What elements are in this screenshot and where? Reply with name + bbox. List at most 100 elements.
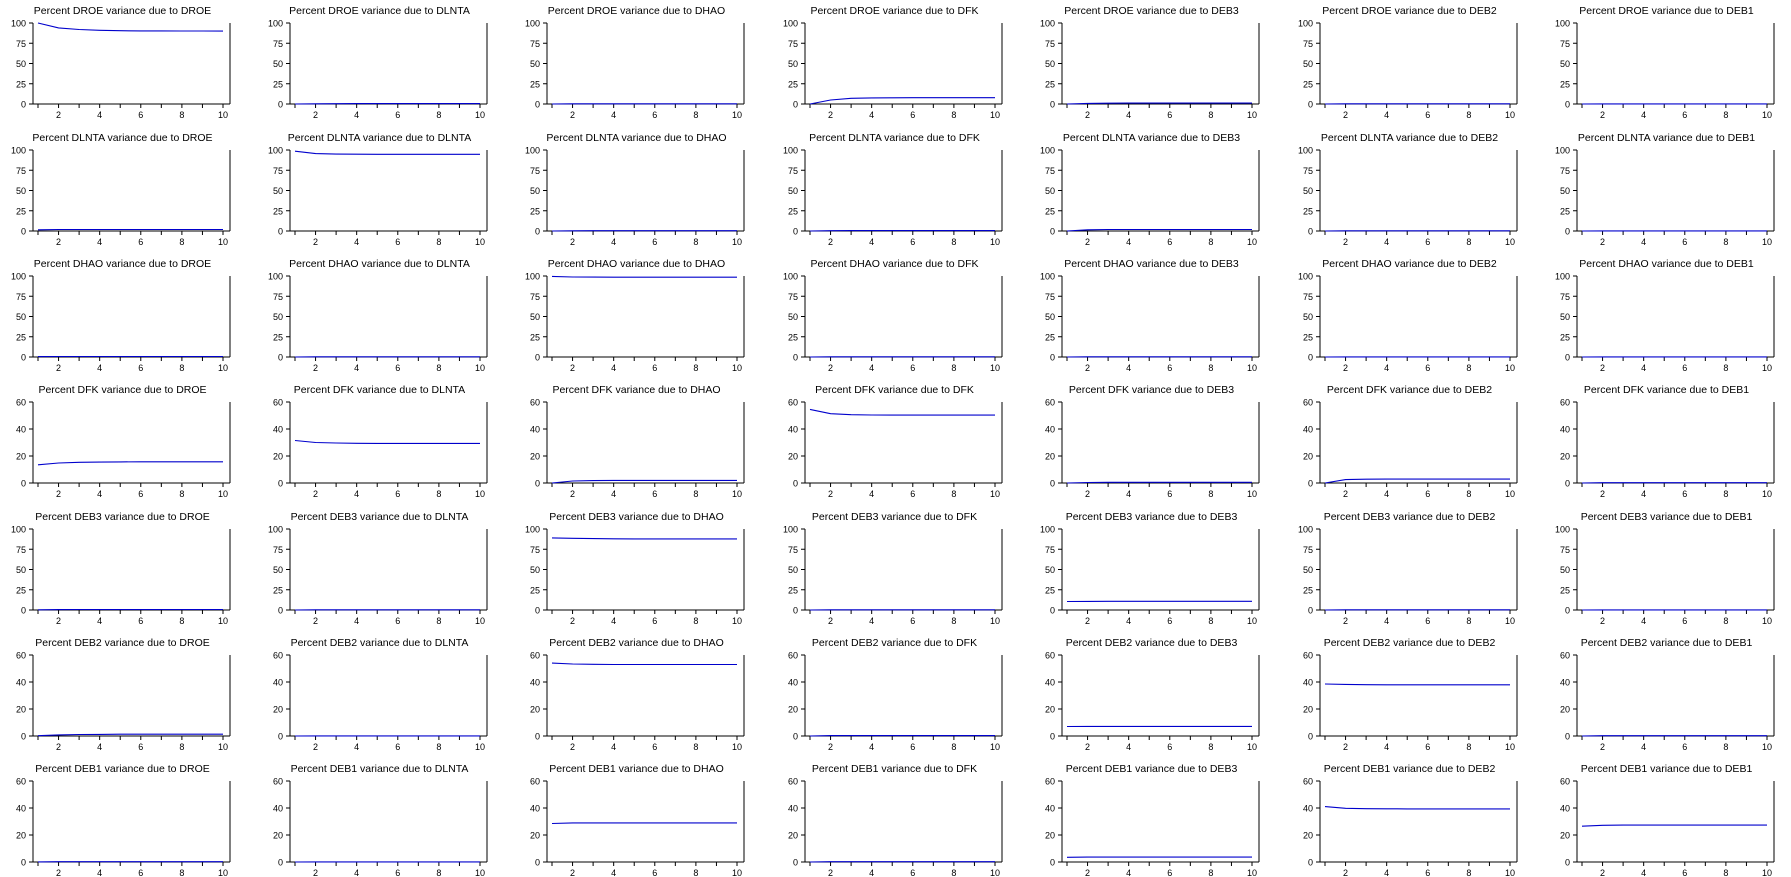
chart-panel: Percent DEB3 variance due to DHAO 0 25 50 75… xyxy=(525,511,745,626)
x-tick-label: 8 xyxy=(436,616,441,626)
y-tick-label: 25 xyxy=(16,585,26,595)
x-tick-label: 10 xyxy=(1247,110,1257,120)
x-tick-label: 4 xyxy=(869,110,874,120)
chart-panel: Percent DEB1 variance due to DEB2 0 20 40 60… xyxy=(1303,763,1518,877)
chart-panel: Percent DROE variance due to DEB1 0 25 50 75… xyxy=(1555,5,1775,120)
y-tick-label: 50 xyxy=(530,186,540,196)
chart-panel: Percent DROE variance due to DROE 0 25 50 75… xyxy=(11,5,231,120)
chart-title: Percent DEB1 variance due to DLNTA xyxy=(291,763,469,775)
x-tick-label: 6 xyxy=(395,110,400,120)
x-tick-label: 6 xyxy=(1682,742,1687,752)
x-tick-label: 2 xyxy=(1600,489,1605,499)
y-tick-label: 75 xyxy=(1303,166,1313,176)
y-tick-label: 0 xyxy=(21,732,26,742)
y-tick-label: 0 xyxy=(1565,606,1570,616)
y-tick-label: 0 xyxy=(1050,227,1055,237)
y-tick-label: 40 xyxy=(16,804,26,814)
chart-panel: Percent DHAO variance due to DHAO 0 25 50 75… xyxy=(525,258,745,373)
x-tick-label: 2 xyxy=(1085,616,1090,626)
chart-panel: Percent DLNTA variance due to DEB1 0 25 50 7… xyxy=(1555,132,1775,247)
chart-panel: Percent DROE variance due to DHAO 0 25 50 75… xyxy=(525,5,745,120)
y-tick-label: 60 xyxy=(788,398,798,408)
y-tick-label: 25 xyxy=(530,585,540,595)
x-tick-label: 8 xyxy=(1466,237,1471,247)
y-tick-label: 75 xyxy=(273,292,283,302)
x-tick-label: 6 xyxy=(1425,616,1430,626)
y-tick-label: 0 xyxy=(21,227,26,237)
y-tick-label: 75 xyxy=(1560,166,1570,176)
y-tick-label: 50 xyxy=(1560,312,1570,322)
x-tick-label: 10 xyxy=(732,110,742,120)
y-tick-label: 100 xyxy=(268,525,283,535)
series-line xyxy=(551,537,737,540)
x-tick-label: 10 xyxy=(1762,110,1772,120)
y-tick-label: 20 xyxy=(16,705,26,715)
chart-title: Percent DFK variance due to DEB2 xyxy=(1327,384,1492,396)
chart-panel: Percent DEB1 variance due to DLNTA 0 20 40 6… xyxy=(273,763,488,877)
y-tick-label: 100 xyxy=(1555,19,1570,29)
x-tick-label: 10 xyxy=(990,616,1000,626)
y-tick-label: 60 xyxy=(1045,651,1055,661)
x-tick-label: 6 xyxy=(395,237,400,247)
x-tick-label: 10 xyxy=(1505,363,1515,373)
chart-panel: Percent DFK variance due to DEB2 0 20 40 60 2… xyxy=(1303,384,1518,499)
x-tick-label: 10 xyxy=(1762,868,1772,877)
x-tick-label: 10 xyxy=(475,489,485,499)
y-tick-label: 40 xyxy=(530,678,540,688)
chart-title: Percent DLNTA variance due to DFK xyxy=(809,132,980,144)
x-tick-label: 6 xyxy=(910,110,915,120)
x-tick-label: 10 xyxy=(1505,742,1515,752)
x-tick-label: 8 xyxy=(693,110,698,120)
x-tick-label: 2 xyxy=(570,363,575,373)
x-tick-label: 4 xyxy=(1384,237,1389,247)
series-line xyxy=(1324,683,1510,686)
x-tick-label: 2 xyxy=(828,489,833,499)
x-tick-label: 4 xyxy=(1126,742,1131,752)
y-tick-label: 50 xyxy=(1303,59,1313,69)
y-tick-label: 75 xyxy=(788,545,798,555)
chart-title: Percent DLNTA variance due to DLNTA xyxy=(288,132,471,144)
y-tick-label: 0 xyxy=(793,732,798,742)
y-tick-label: 40 xyxy=(1303,804,1313,814)
x-tick-label: 10 xyxy=(1505,110,1515,120)
chart-title: Percent DFK variance due to DROE xyxy=(38,384,206,396)
y-tick-label: 100 xyxy=(1555,525,1570,535)
x-tick-label: 10 xyxy=(1505,616,1515,626)
chart-title: Percent DLNTA variance due to DHAO xyxy=(546,132,726,144)
x-tick-label: 10 xyxy=(1247,489,1257,499)
chart-panel: Percent DLNTA variance due to DLNTA 0 25 50… xyxy=(268,132,488,247)
x-tick-label: 4 xyxy=(1641,868,1646,877)
y-tick-label: 25 xyxy=(788,332,798,342)
x-tick-label: 8 xyxy=(1208,237,1213,247)
y-tick-label: 20 xyxy=(1045,705,1055,715)
y-tick-label: 40 xyxy=(273,425,283,435)
chart-title: Percent DLNTA variance due to DROE xyxy=(32,132,212,144)
y-tick-label: 25 xyxy=(1045,79,1055,89)
y-tick-label: 25 xyxy=(1560,332,1570,342)
chart-panel: Percent DHAO variance due to DFK 0 25 50 75 1… xyxy=(783,258,1003,373)
chart-title: Percent DEB1 variance due to DHAO xyxy=(549,763,724,775)
y-tick-label: 60 xyxy=(16,777,26,787)
y-tick-label: 40 xyxy=(1045,678,1055,688)
x-tick-label: 8 xyxy=(1723,110,1728,120)
y-tick-label: 20 xyxy=(16,831,26,841)
chart-panel: Percent DLNTA variance due to DEB3 0 25 50 7… xyxy=(1040,132,1260,247)
chart-panel: Percent DEB1 variance due to DEB3 0 20 40 60… xyxy=(1045,763,1260,877)
y-tick-label: 60 xyxy=(273,651,283,661)
y-tick-label: 75 xyxy=(16,39,26,49)
x-tick-label: 6 xyxy=(652,489,657,499)
x-tick-label: 2 xyxy=(1343,868,1348,877)
x-tick-label: 8 xyxy=(179,616,184,626)
x-tick-label: 4 xyxy=(1126,237,1131,247)
series-line xyxy=(1581,824,1767,827)
x-tick-label: 10 xyxy=(990,110,1000,120)
y-tick-label: 0 xyxy=(1050,606,1055,616)
y-tick-label: 0 xyxy=(1565,479,1570,489)
y-tick-label: 40 xyxy=(273,804,283,814)
x-tick-label: 4 xyxy=(611,489,616,499)
x-tick-label: 6 xyxy=(395,616,400,626)
y-tick-label: 20 xyxy=(1303,452,1313,462)
y-tick-label: 20 xyxy=(530,831,540,841)
series-line xyxy=(37,22,224,32)
x-tick-label: 2 xyxy=(570,110,575,120)
